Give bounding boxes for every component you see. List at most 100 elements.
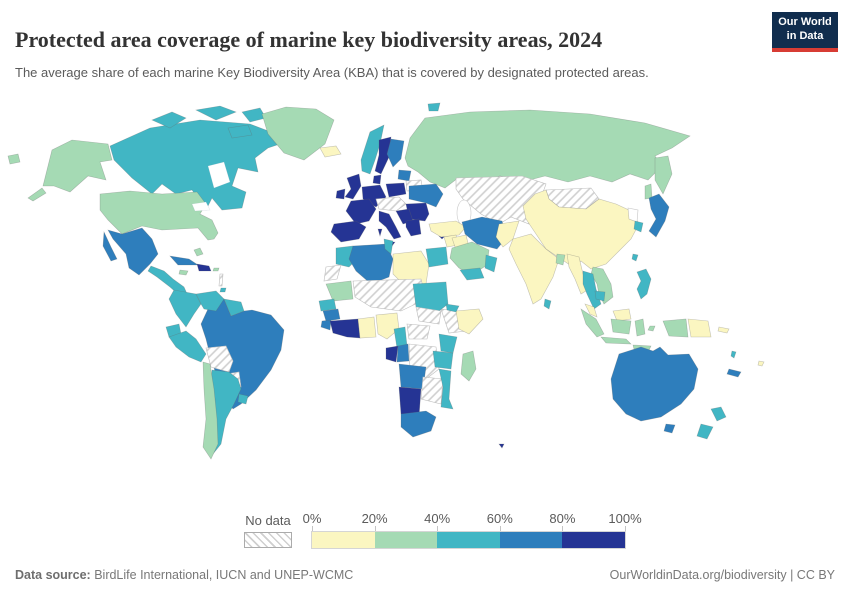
country-gabon[interactable] bbox=[385, 345, 399, 363]
country-guinea[interactable] bbox=[322, 308, 341, 322]
country-australia[interactable] bbox=[610, 346, 699, 422]
country-ukraine[interactable] bbox=[408, 183, 444, 208]
country-sumatra[interactable] bbox=[580, 308, 605, 338]
country-mozambique[interactable] bbox=[438, 368, 454, 410]
country-congo[interactable] bbox=[396, 343, 410, 363]
country-yemen[interactable] bbox=[459, 267, 485, 281]
country-alpine-europe[interactable] bbox=[375, 196, 407, 212]
country-liberia-cote-divoire[interactable] bbox=[329, 318, 361, 339]
country-bahamas[interactable] bbox=[193, 247, 204, 257]
legend-swatch-60-80[interactable] bbox=[499, 532, 563, 548]
country-western-sahara[interactable] bbox=[323, 264, 342, 282]
country-guyana-suriname[interactable] bbox=[223, 298, 245, 317]
country-nigeria[interactable] bbox=[375, 312, 400, 340]
country-hispaniola[interactable] bbox=[196, 263, 212, 272]
country-russia-kamchatka[interactable] bbox=[654, 155, 673, 195]
attribution-text[interactable]: OurWorldinData.org/biodiversity | CC BY bbox=[609, 568, 835, 582]
country-alaska-aleutians[interactable] bbox=[27, 187, 47, 202]
country-russia-fragment[interactable] bbox=[7, 153, 21, 165]
country-chile[interactable] bbox=[202, 361, 219, 460]
country-tanzania[interactable] bbox=[432, 350, 454, 370]
country-cuba[interactable] bbox=[169, 255, 199, 266]
country-south-africa[interactable] bbox=[400, 410, 437, 438]
legend-swatch-40-60[interactable] bbox=[437, 532, 500, 548]
country-greenland[interactable] bbox=[261, 106, 335, 161]
country-mexico-baja[interactable] bbox=[102, 230, 118, 262]
country-madagascar[interactable] bbox=[460, 350, 477, 382]
country-colombia[interactable] bbox=[168, 289, 202, 328]
country-sahel[interactable] bbox=[352, 278, 427, 312]
country-ireland[interactable] bbox=[335, 188, 346, 200]
country-oman[interactable] bbox=[484, 254, 498, 273]
world-choropleth-map[interactable] bbox=[0, 98, 850, 500]
country-svalbard[interactable] bbox=[427, 102, 441, 112]
country-ghana-togo-benin[interactable] bbox=[357, 316, 377, 339]
country-pakistan[interactable] bbox=[495, 220, 520, 248]
country-sierra-leone[interactable] bbox=[320, 319, 332, 331]
country-tunisia[interactable] bbox=[383, 238, 394, 255]
country-finland[interactable] bbox=[386, 138, 405, 168]
country-solomon-islands[interactable] bbox=[717, 326, 730, 334]
country-cambodia[interactable] bbox=[594, 290, 606, 302]
country-kenya[interactable] bbox=[438, 333, 458, 354]
country-canada-arctic2[interactable] bbox=[195, 105, 237, 121]
country-kerguelen[interactable] bbox=[498, 443, 505, 449]
country-java[interactable] bbox=[600, 336, 632, 345]
legend-swatch-80-100[interactable] bbox=[562, 532, 625, 548]
country-bangladesh[interactable] bbox=[555, 253, 566, 266]
country-canada-arctic4[interactable] bbox=[227, 124, 253, 139]
country-new-zealand-south[interactable] bbox=[696, 423, 714, 440]
country-venezuela[interactable] bbox=[195, 290, 225, 312]
country-uruguay[interactable] bbox=[237, 393, 249, 405]
country-india[interactable] bbox=[508, 233, 560, 305]
country-vanuatu[interactable] bbox=[730, 350, 737, 359]
country-jamaica[interactable] bbox=[178, 269, 189, 276]
country-fiji[interactable] bbox=[757, 360, 765, 367]
country-central-asia[interactable] bbox=[455, 175, 547, 225]
country-senegal[interactable] bbox=[318, 298, 337, 312]
country-france[interactable] bbox=[345, 198, 377, 225]
country-malaysia-borneo[interactable] bbox=[612, 308, 632, 322]
country-sulawesi[interactable] bbox=[634, 318, 646, 337]
country-iceland[interactable] bbox=[319, 145, 342, 158]
country-tasmania[interactable] bbox=[663, 423, 676, 434]
country-denmark[interactable] bbox=[372, 174, 382, 185]
country-eritrea-djibouti[interactable] bbox=[445, 303, 460, 313]
country-somalia[interactable] bbox=[455, 308, 484, 335]
country-papua-new-guinea[interactable] bbox=[687, 318, 712, 338]
country-canada-arctic1[interactable] bbox=[151, 111, 187, 129]
country-china[interactable] bbox=[522, 189, 640, 270]
country-trinidad[interactable] bbox=[219, 287, 227, 293]
legend-color-bar[interactable] bbox=[311, 531, 626, 549]
country-alaska[interactable] bbox=[42, 139, 113, 193]
country-south-sudan[interactable] bbox=[415, 306, 442, 325]
country-russia[interactable] bbox=[404, 109, 691, 189]
country-new-zealand-north[interactable] bbox=[710, 406, 727, 422]
country-new-caledonia[interactable] bbox=[726, 368, 742, 378]
country-peru[interactable] bbox=[168, 330, 207, 363]
country-italy[interactable] bbox=[378, 210, 402, 240]
legend-swatch-20-40[interactable] bbox=[374, 532, 438, 548]
country-central-african-republic[interactable] bbox=[406, 323, 431, 340]
country-norway[interactable] bbox=[360, 124, 385, 175]
country-malaysia-peninsula[interactable] bbox=[584, 303, 598, 318]
country-thailand[interactable] bbox=[582, 270, 602, 310]
country-philippines[interactable] bbox=[636, 268, 652, 300]
country-uk[interactable] bbox=[344, 173, 362, 200]
country-mauritania[interactable] bbox=[325, 280, 354, 302]
country-puerto-rico[interactable] bbox=[212, 267, 220, 272]
country-zambia-zimbabwe-botswana[interactable] bbox=[420, 376, 444, 405]
legend-swatch-0-20[interactable] bbox=[312, 532, 375, 548]
country-russia-sakhalin[interactable] bbox=[644, 183, 653, 200]
country-greece[interactable] bbox=[405, 218, 422, 237]
country-bolivia[interactable] bbox=[205, 345, 234, 373]
country-egypt[interactable] bbox=[425, 246, 449, 268]
country-sri-lanka[interactable] bbox=[543, 298, 552, 310]
country-sudan[interactable] bbox=[412, 281, 449, 312]
country-baltics[interactable] bbox=[397, 169, 412, 182]
country-taiwan[interactable] bbox=[631, 253, 639, 262]
country-japan[interactable] bbox=[648, 193, 670, 238]
country-kalimantan[interactable] bbox=[610, 318, 632, 335]
country-iberia[interactable] bbox=[330, 220, 367, 243]
country-south-korea[interactable] bbox=[633, 220, 644, 233]
